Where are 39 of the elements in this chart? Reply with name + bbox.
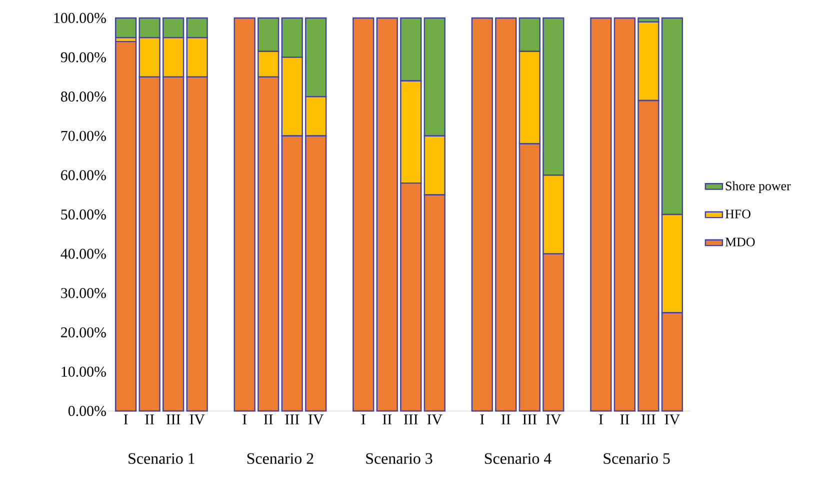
y-tick-label: 60.00% <box>61 170 106 180</box>
x-tick-label: I <box>361 414 366 424</box>
y-tick-label: 100.00% <box>54 12 106 24</box>
y-tick-label: 10.00% <box>62 366 106 377</box>
y-tick-label: 40.00% <box>60 248 106 259</box>
x-tick-label: I <box>598 414 603 424</box>
x-tick-label: IV <box>546 414 562 425</box>
text: Scenario 5 <box>604 453 670 464</box>
x-tick-label: IV <box>427 414 442 425</box>
x-tick-label: IV <box>190 414 205 425</box>
y-tick-label: 0.00% <box>68 406 106 416</box>
x-tick-label: II <box>264 414 273 424</box>
y-tick-label: 90.00% <box>60 52 106 62</box>
x-tick-label: III <box>404 414 418 424</box>
legend-label: HFO <box>725 210 750 218</box>
y-tick-label: 80.00% <box>60 92 106 102</box>
x-tick-label: IV <box>664 414 680 425</box>
x-tick-label: I <box>480 414 484 424</box>
x-tick-label: I <box>242 414 247 424</box>
x-tick-label: IV <box>308 414 324 425</box>
y-tick-label: 30.00% <box>61 288 106 298</box>
x-tick-label: II <box>501 414 510 424</box>
y-tick-label: 70.00% <box>61 130 106 141</box>
y-tick-label: 20.00% <box>61 327 106 338</box>
x-tick-label: II <box>382 414 392 424</box>
text: Scenario 1 <box>128 453 194 464</box>
x-tick-label: III <box>642 414 656 424</box>
legend-label: MDO <box>725 238 755 246</box>
x-tick-label: I <box>124 414 128 424</box>
x-tick-label: III <box>166 414 180 424</box>
x-tick-label: III <box>522 414 537 424</box>
x-tick-label: III <box>285 414 300 424</box>
text: Scenario 3 <box>366 453 432 464</box>
x-tick-label: II <box>145 414 154 424</box>
x-tick-label: II <box>620 414 630 424</box>
legend-label: Shore power <box>726 181 791 193</box>
y-tick-label: 50.00% <box>61 209 106 220</box>
text: Scenario 2 <box>247 453 314 464</box>
text: Scenario 4 <box>484 453 552 464</box>
